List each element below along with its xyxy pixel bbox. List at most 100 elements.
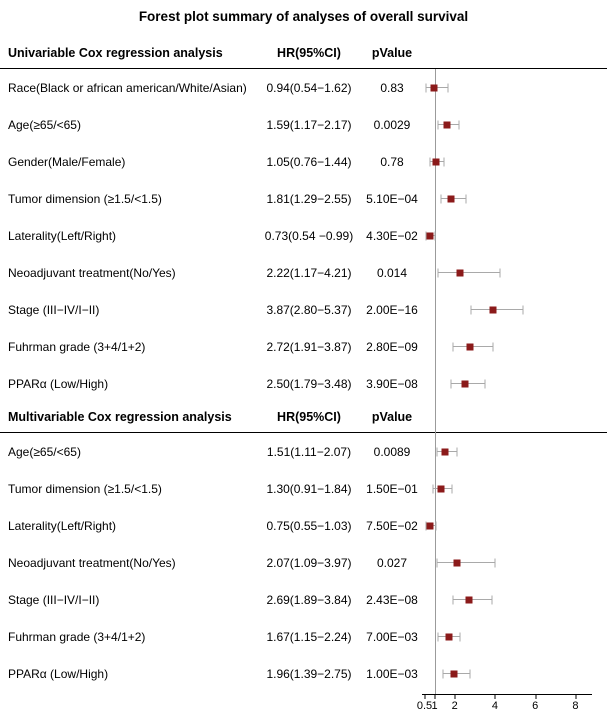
- row-pvalue: 1.00E−03: [366, 666, 418, 681]
- row-plot-area: [422, 180, 592, 217]
- forest-row: Neoadjuvant treatment(No/Yes) 2.07(1.09−…: [0, 544, 607, 581]
- row-hr-ci: 2.72(1.91−3.87): [266, 339, 352, 354]
- axis-tick: 6: [532, 695, 538, 712]
- row-label: Race(Black or african american/White/Asi…: [8, 80, 247, 95]
- row-hr-ci: 1.51(1.11−2.07): [266, 444, 352, 459]
- axis-tick: 8: [572, 695, 578, 712]
- row-hr-ci: 0.75(0.55−1.03): [266, 518, 352, 533]
- col-header-hr: HR(95%CI): [277, 410, 341, 424]
- axis-tick: 1: [432, 695, 438, 712]
- ci-cap-high: [458, 120, 460, 129]
- section-header: Multivariable Cox regression analysis: [8, 410, 232, 424]
- forest-row: Laterality(Left/Right) 0.75(0.55−1.03) 7…: [0, 507, 607, 544]
- forest-row: Fuhrman grade (3+4/1+2) 2.72(1.91−3.87) …: [0, 328, 607, 365]
- col-header-pvalue: pValue: [371, 46, 413, 60]
- ci-cap-low: [452, 595, 454, 604]
- ci-cap-low: [452, 342, 454, 351]
- hr-marker: [456, 269, 464, 276]
- row-hr-ci: 2.07(1.09−3.97): [266, 555, 352, 570]
- axis-plot-area: 0.5 1 2 4 6 8: [417, 692, 592, 720]
- hr-marker: [453, 559, 461, 566]
- ci-cap-low: [440, 194, 442, 203]
- forest-row: Laterality(Left/Right) 0.73(0.54 −0.99) …: [0, 217, 607, 254]
- ci-cap-high: [435, 521, 437, 530]
- analysis-section: Multivariable Cox regression analysis HR…: [0, 402, 607, 692]
- ci-cap-low: [442, 669, 444, 678]
- row-plot-area: [422, 544, 592, 581]
- axis-tick-label: 0.5: [416, 700, 433, 712]
- axis-tick: 0.5: [417, 695, 432, 712]
- row-plot-area: [422, 106, 592, 143]
- header-divider: [0, 432, 607, 433]
- ci-cap-low: [425, 83, 427, 92]
- ci-line: [471, 309, 523, 310]
- row-pvalue: 0.78: [380, 154, 404, 169]
- ci-cap-high: [492, 342, 494, 351]
- forest-row: Stage (III−IV/I−II) 3.87(2.80−5.37) 2.00…: [0, 291, 607, 328]
- section-rows: Age(≥65/<65) 1.51(1.11−2.07) 0.0089 Tumo…: [0, 433, 607, 692]
- row-pvalue: 2.80E−09: [366, 339, 418, 354]
- forest-row: PPARα (Low/High) 1.96(1.39−2.75) 1.00E−0…: [0, 655, 607, 692]
- col-header-hr: HR(95%CI): [277, 46, 341, 60]
- row-label: Laterality(Left/Right): [8, 518, 117, 533]
- row-plot-area: [422, 618, 592, 655]
- ci-cap-low: [470, 305, 472, 314]
- ci-cap-low: [425, 521, 427, 530]
- hr-marker: [443, 121, 451, 128]
- row-pvalue: 4.30E−02: [366, 228, 418, 243]
- row-label: Stage (III−IV/I−II): [8, 302, 100, 317]
- analysis-section: Univariable Cox regression analysis HR(9…: [0, 38, 607, 402]
- axis-tick: 4: [492, 695, 498, 712]
- row-label: Neoadjuvant treatment(No/Yes): [8, 555, 176, 570]
- axis-tick-label: 8: [572, 700, 579, 712]
- row-pvalue: 0.83: [380, 80, 404, 95]
- row-label: Age(≥65/<65): [8, 117, 81, 132]
- header-plot-spacer: [422, 402, 592, 432]
- forest-row: Stage (III−IV/I−II) 2.69(1.89−3.84) 2.43…: [0, 581, 607, 618]
- row-hr-ci: 1.59(1.17−2.17): [266, 117, 352, 132]
- ci-cap-high: [447, 83, 449, 92]
- section-header-row: Multivariable Cox regression analysis HR…: [0, 402, 607, 432]
- forest-row: Neoadjuvant treatment(No/Yes) 2.22(1.17−…: [0, 254, 607, 291]
- hr-marker: [426, 522, 434, 529]
- x-axis: 0.5 1 2 4 6 8: [0, 692, 607, 720]
- forest-row: Tumor dimension (≥1.5/<1.5) 1.30(0.91−1.…: [0, 470, 607, 507]
- ci-cap-high: [443, 157, 445, 166]
- axis-tick-label: 1: [431, 700, 438, 712]
- row-pvalue: 0.0029: [373, 117, 411, 132]
- hr-marker: [489, 306, 497, 313]
- hr-marker: [430, 84, 438, 91]
- hr-marker: [445, 633, 453, 640]
- row-plot-area: [422, 69, 592, 106]
- row-hr-ci: 2.69(1.89−3.84): [266, 592, 352, 607]
- hr-marker: [447, 195, 455, 202]
- ci-cap-high: [484, 379, 486, 388]
- row-plot-area: [422, 217, 592, 254]
- axis-tick: 2: [452, 695, 458, 712]
- hr-marker: [437, 485, 445, 492]
- ci-line: [452, 599, 493, 600]
- ci-cap-high: [491, 595, 493, 604]
- forest-row: PPARα (Low/High) 2.50(1.79−3.48) 3.90E−0…: [0, 365, 607, 402]
- row-plot-area: [422, 470, 592, 507]
- row-label: PPARα (Low/High): [8, 376, 109, 391]
- row-plot-area: [422, 291, 592, 328]
- ci-cap-low: [432, 484, 434, 493]
- ci-cap-low: [450, 379, 452, 388]
- ci-cap-low: [429, 157, 431, 166]
- ci-cap-high: [469, 669, 471, 678]
- row-label: Fuhrman grade (3+4/1+2): [8, 339, 146, 354]
- row-hr-ci: 0.94(0.54−1.62): [266, 80, 352, 95]
- ci-cap-low: [437, 632, 439, 641]
- row-pvalue: 7.00E−03: [366, 629, 418, 644]
- col-header-pvalue: pValue: [371, 410, 413, 424]
- row-pvalue: 0.0089: [373, 444, 411, 459]
- hr-marker: [466, 343, 474, 350]
- axis-line: [422, 694, 592, 695]
- ci-line: [438, 272, 500, 273]
- row-label: Stage (III−IV/I−II): [8, 592, 100, 607]
- ci-cap-high: [499, 268, 501, 277]
- row-hr-ci: 1.96(1.39−2.75): [266, 666, 352, 681]
- ci-cap-high: [522, 305, 524, 314]
